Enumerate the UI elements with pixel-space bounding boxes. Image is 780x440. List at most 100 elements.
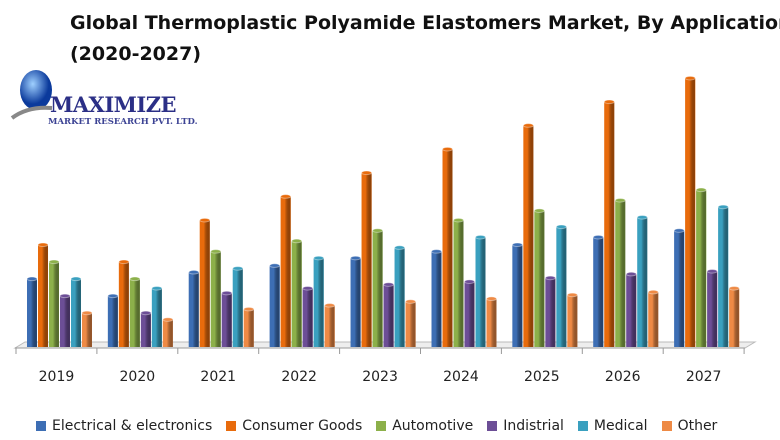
bar bbox=[210, 249, 222, 347]
bar-shade bbox=[685, 78, 696, 347]
bar bbox=[37, 242, 49, 347]
bar-shade bbox=[383, 284, 394, 347]
bar-shade bbox=[232, 268, 243, 347]
bar-top bbox=[81, 310, 93, 316]
bar bbox=[59, 293, 71, 347]
bar-shade bbox=[60, 295, 70, 347]
bar-top bbox=[291, 238, 303, 244]
bar bbox=[511, 242, 523, 347]
bar-top bbox=[37, 242, 49, 248]
bar bbox=[188, 269, 200, 347]
bar-shade bbox=[453, 220, 464, 347]
legend-swatch bbox=[36, 421, 46, 431]
bar-shade bbox=[512, 244, 523, 347]
legend-swatch bbox=[487, 421, 498, 431]
legend-label: Automotive bbox=[392, 418, 474, 434]
bar-top bbox=[511, 242, 523, 248]
bar bbox=[151, 286, 163, 347]
bar-shade bbox=[129, 278, 140, 347]
bar bbox=[464, 279, 475, 347]
bar-top bbox=[673, 228, 685, 233]
bar bbox=[383, 282, 395, 347]
bar-top bbox=[728, 286, 740, 291]
bar bbox=[269, 263, 281, 347]
bar bbox=[673, 228, 685, 347]
bar-shade bbox=[82, 312, 92, 347]
bar bbox=[129, 276, 141, 347]
bar-top bbox=[475, 234, 486, 240]
bar-shade bbox=[718, 206, 729, 347]
bar-top bbox=[70, 276, 82, 282]
bar-shade bbox=[107, 295, 118, 347]
bar bbox=[232, 266, 244, 347]
bar-top bbox=[162, 317, 174, 322]
bar-top bbox=[453, 217, 464, 223]
bar-shade bbox=[302, 288, 313, 347]
bar-top bbox=[243, 306, 255, 312]
legend-item: Consumer Goods bbox=[226, 418, 362, 434]
bar-top bbox=[706, 268, 718, 274]
bar-shade bbox=[523, 125, 534, 347]
x-tick-label: 2024 bbox=[443, 369, 479, 385]
bar bbox=[475, 234, 486, 347]
bar-shade bbox=[361, 172, 372, 347]
bar-top bbox=[647, 289, 659, 295]
bar-top bbox=[26, 276, 38, 282]
bar bbox=[280, 194, 292, 347]
bar-shade bbox=[626, 274, 637, 347]
legend: Electrical & electronics Consumer Goods Au… bbox=[36, 418, 731, 434]
bar-top bbox=[522, 123, 534, 128]
legend-item: Other bbox=[661, 418, 718, 434]
bar-top bbox=[140, 310, 152, 316]
x-tick-label: 2026 bbox=[605, 369, 641, 385]
legend-swatch bbox=[661, 421, 672, 431]
bar-shade bbox=[162, 319, 173, 347]
bar-shade bbox=[313, 258, 324, 347]
bar-top bbox=[614, 197, 626, 203]
bar-shade bbox=[464, 281, 475, 347]
legend-item: Indistrial bbox=[487, 418, 564, 434]
bar bbox=[431, 249, 442, 347]
legend-label: Consumer Goods bbox=[242, 418, 363, 434]
bar-shade bbox=[707, 271, 718, 347]
bar-top bbox=[603, 99, 615, 105]
bar bbox=[221, 290, 233, 347]
bar-shade bbox=[372, 230, 383, 347]
bar bbox=[522, 123, 534, 347]
bar-shade bbox=[38, 244, 48, 347]
bar bbox=[372, 228, 384, 347]
bar-top bbox=[313, 255, 325, 261]
bar-shade bbox=[431, 251, 442, 347]
bar-top bbox=[442, 146, 453, 152]
bar bbox=[603, 99, 615, 348]
bar-shade bbox=[151, 288, 162, 347]
company-logo: MAXIMIZE MARKET RESEARCH PVT. LTD. bbox=[8, 66, 198, 136]
legend-label: Other bbox=[677, 418, 718, 434]
chart-title: Global Thermoplastic Polyamide Elastomer… bbox=[70, 12, 780, 34]
bar-top bbox=[625, 271, 637, 277]
x-tick-label: 2021 bbox=[200, 369, 236, 385]
bar bbox=[544, 275, 556, 347]
bar-shade bbox=[593, 237, 604, 347]
x-tick-label: 2023 bbox=[362, 369, 398, 385]
bar bbox=[361, 170, 373, 347]
bar-shade bbox=[556, 226, 567, 347]
bar-shade bbox=[118, 261, 129, 347]
bar bbox=[405, 299, 417, 347]
legend-item: Electrical & electronics bbox=[36, 418, 212, 434]
legend-item: Automotive bbox=[376, 418, 473, 434]
bar-top bbox=[383, 282, 395, 287]
bar bbox=[625, 271, 637, 347]
x-tick-label: 2022 bbox=[281, 369, 317, 385]
bar bbox=[486, 296, 497, 347]
bar bbox=[442, 146, 453, 347]
bar-shade bbox=[405, 301, 416, 347]
bar bbox=[107, 293, 119, 347]
chart-subtitle: (2020-2027) bbox=[70, 43, 202, 65]
legend-label: Medical bbox=[593, 418, 648, 434]
bar-shade bbox=[280, 196, 291, 347]
bar-shade bbox=[486, 298, 497, 347]
bar-shade bbox=[567, 294, 578, 347]
bar-top bbox=[151, 286, 163, 291]
